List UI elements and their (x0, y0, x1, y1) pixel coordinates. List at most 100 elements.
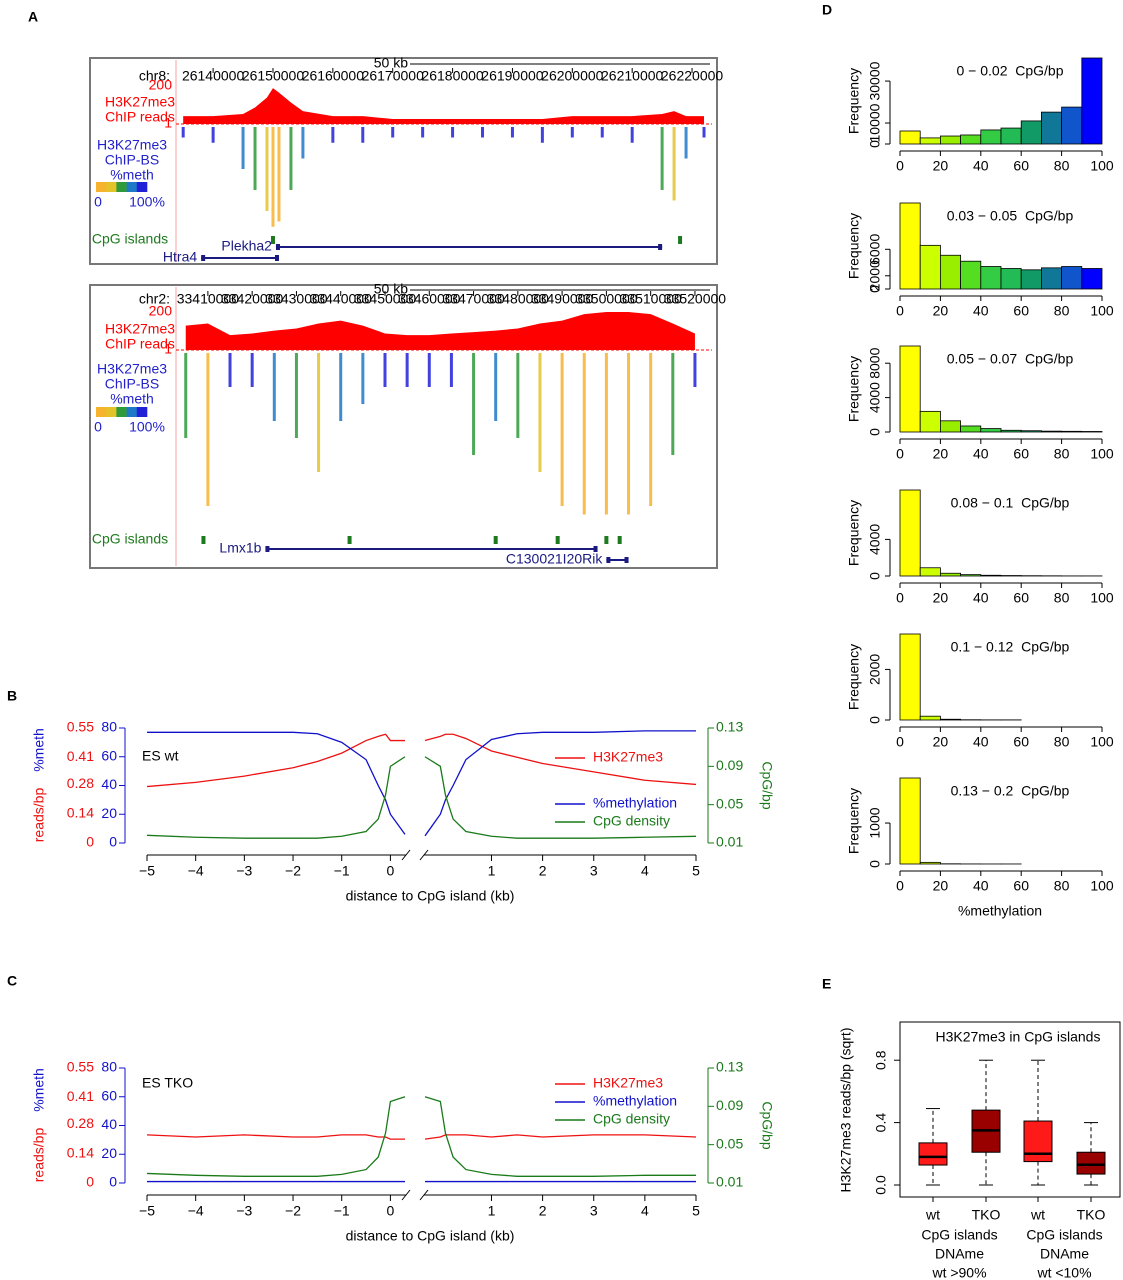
chip-signal (183, 88, 705, 124)
meth-bar (277, 127, 281, 222)
y-axis-title: %meth (31, 728, 47, 772)
meth-bar (649, 353, 653, 506)
series-line (424, 1134, 697, 1140)
meth-bar (361, 353, 365, 404)
meth-bar (702, 127, 706, 138)
histogram-bar (980, 574, 1002, 577)
x-axis-title: distance to CpG island (kb) (346, 888, 515, 904)
group-label: DNAme (1040, 1246, 1089, 1262)
series-line (146, 1134, 405, 1140)
histogram-bar (919, 861, 941, 865)
meth-label: %meth (110, 167, 154, 183)
x-tick-label: −5 (139, 1203, 155, 1219)
meth-bar (184, 353, 188, 438)
y-tick-label: 6000 (867, 234, 883, 265)
x-tick-label: −3 (236, 863, 252, 879)
y-tick-label: 0.55 (67, 719, 94, 735)
meth-bar (627, 353, 631, 515)
y-tick-label: 80 (101, 719, 117, 735)
x-tick-label: 40 (973, 446, 989, 462)
histogram-bar (1081, 57, 1103, 145)
colorbar-swatch (126, 182, 138, 192)
meth-bar (253, 127, 257, 190)
meth-bar (427, 353, 431, 387)
y-tick-label: 0.41 (67, 748, 94, 764)
signal-label: ChIP reads (105, 109, 175, 125)
y-tick-label: 20 (101, 1145, 117, 1161)
y-tick-label: 0.4 (873, 1113, 889, 1133)
y-tick-label: 40 (101, 776, 117, 792)
meth-label: %meth (110, 391, 154, 407)
meth-bar (294, 353, 298, 438)
meth-bar (339, 353, 343, 421)
y-axis-title: reads/bp (31, 1128, 47, 1183)
x-tick-label: 0 (896, 303, 904, 319)
y-tick-label: 0 (867, 140, 883, 148)
meth-bar (570, 127, 574, 138)
histogram-bar (960, 134, 982, 145)
y-tick-label: 0.09 (716, 1097, 743, 1113)
y-tick-label: 0 (867, 428, 883, 436)
cpg-island (555, 536, 560, 544)
axis-break (401, 849, 411, 861)
meth-bar (600, 127, 604, 138)
histogram-subtitle: 0.13 − 0.2 CpG/bp (951, 783, 1070, 799)
panel-label: B (7, 688, 17, 704)
axis-break (401, 1189, 411, 1201)
meth-bar (250, 353, 254, 387)
y-tick-label: 60 (101, 1087, 117, 1103)
cpg-island (604, 536, 609, 544)
x-tick-label: 20 (933, 590, 949, 606)
meth-bar (391, 127, 395, 138)
scale-label: 50 kb (374, 281, 408, 297)
x-tick-label: 1 (488, 1203, 496, 1219)
x-tick-label: 26150000 (242, 68, 305, 84)
y-tick-label: 0.01 (716, 834, 743, 850)
meth-bar (383, 353, 387, 387)
histogram-bar (960, 574, 982, 577)
x-tick-label: 26220000 (661, 68, 724, 84)
x-tick-label: 20 (933, 878, 949, 894)
histogram-bar (960, 425, 982, 433)
y-tick-label: 4000 (867, 524, 883, 555)
meth-label: H3K27me3 (97, 361, 167, 377)
series-line (146, 733, 405, 788)
gene-label: C130021I20Rik (506, 551, 604, 567)
x-tick-label: 20 (933, 734, 949, 750)
meth-bar (241, 127, 245, 169)
meth-bar (481, 127, 485, 138)
y-tick-label: 2000 (867, 260, 883, 291)
x-tick-label: 0 (386, 863, 394, 879)
gene-exon (624, 557, 629, 563)
x-tick-label: 80 (1054, 878, 1070, 894)
x-tick-label: 100 (1090, 446, 1114, 462)
plot-frame (899, 1021, 1121, 1198)
signal-tick-label: 200 (149, 303, 173, 319)
series-line (147, 731, 406, 835)
histogram-bar (919, 244, 941, 290)
histogram-bar (1061, 430, 1083, 433)
x-tick-label: 100 (1090, 590, 1114, 606)
series-line (424, 733, 697, 786)
x-tick-label: 26210000 (601, 68, 664, 84)
box (1023, 1120, 1053, 1163)
y-tick-label: 0.14 (67, 804, 94, 820)
meth-bar (604, 353, 608, 515)
x-tick-label: 26140000 (182, 68, 245, 84)
colorbar-label: 0 (94, 419, 102, 435)
track-box (89, 57, 718, 265)
chrom-label: chr8: (139, 68, 170, 84)
y-axis-title: Frequency (846, 788, 862, 854)
x-tick-label: 100 (1090, 158, 1114, 174)
meth-bar (449, 353, 453, 387)
y-tick-label: 0.05 (716, 795, 743, 811)
series-line (146, 756, 406, 839)
meth-bar (516, 353, 520, 438)
histogram-bar (1020, 269, 1042, 290)
cpg-island (617, 536, 622, 544)
x-tick-label: 33430000 (265, 291, 328, 307)
scale-label: 50 kb (374, 55, 408, 71)
meth-bar (228, 353, 232, 387)
x-tick-label: 40 (973, 303, 989, 319)
